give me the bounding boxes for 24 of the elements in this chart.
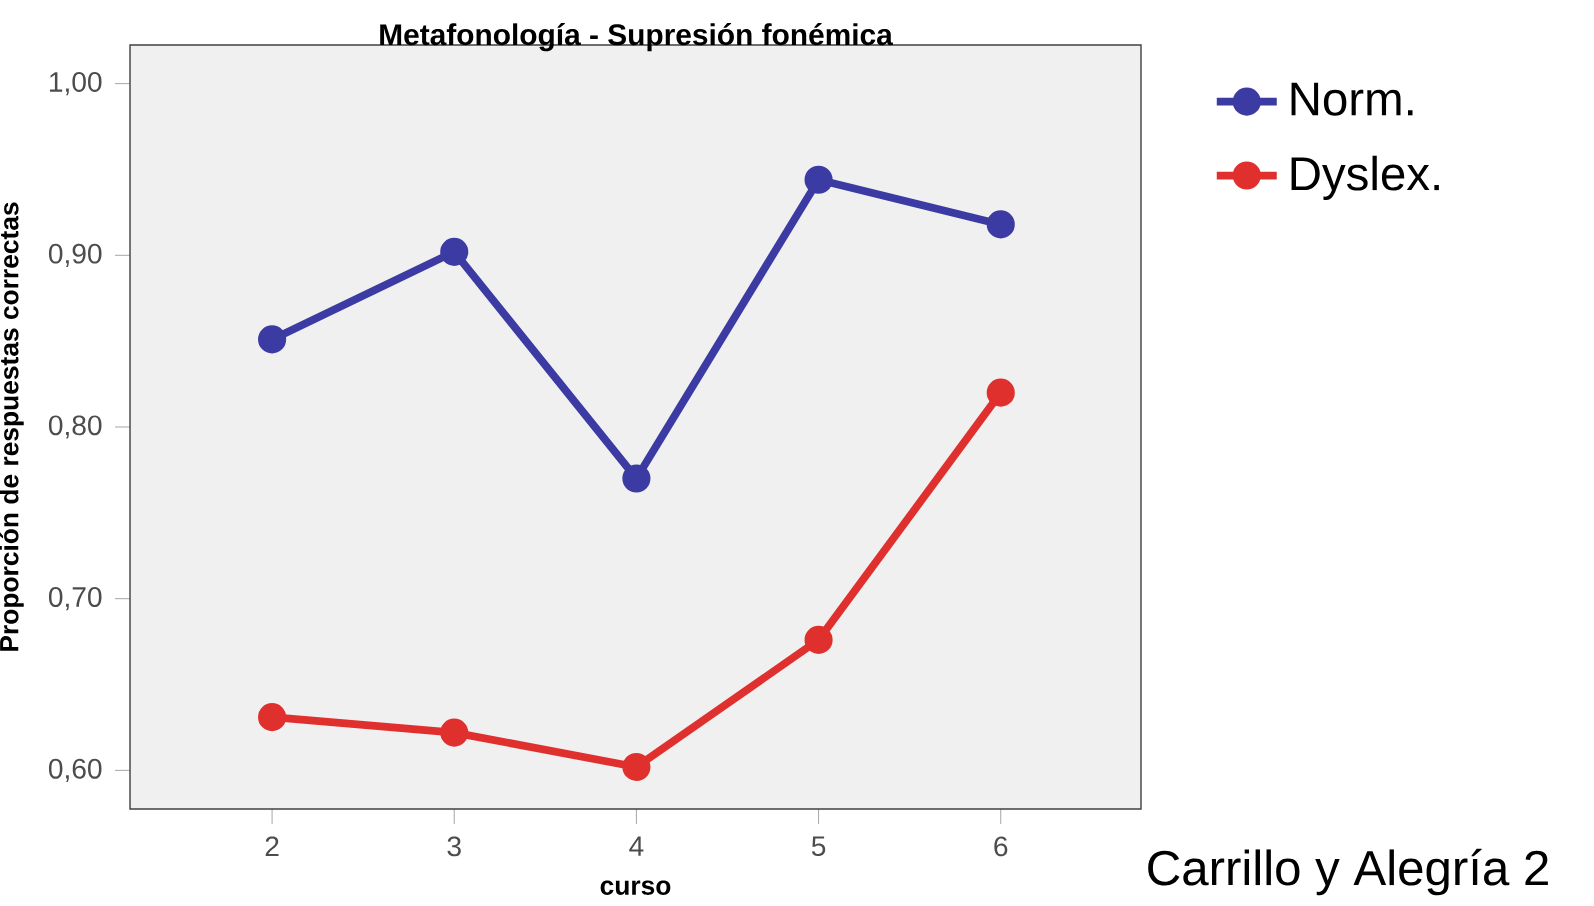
y-tick-label: 1,00: [50, 72, 102, 96]
y-tick-label: 0,60: [48, 758, 102, 782]
x-tick-label: 5: [811, 836, 826, 857]
point: [440, 237, 469, 266]
point: [622, 464, 651, 493]
point: [440, 718, 469, 747]
point: [804, 625, 833, 654]
point: [986, 210, 1015, 239]
y-tick-label: 0,90: [48, 243, 102, 267]
point: [986, 378, 1015, 407]
x-tick-label: 3: [447, 836, 461, 857]
x-tick-label: 4: [629, 836, 644, 856]
x-tick-label: 6: [994, 836, 1008, 857]
legend-label: Dyslex.: [1291, 155, 1439, 200]
point: [258, 325, 287, 354]
y-tick-label: 0,70: [48, 587, 102, 611]
text: Carrillo y Alegría 2: [1148, 848, 1548, 896]
legend-label: Norm.: [1291, 82, 1413, 116]
point: [804, 165, 833, 194]
y-tick-label: 0,80: [48, 415, 102, 439]
point: [258, 703, 287, 732]
x-axis-title: curso: [600, 880, 671, 895]
point: [622, 752, 651, 781]
x-tick-label: 2: [265, 836, 279, 857]
